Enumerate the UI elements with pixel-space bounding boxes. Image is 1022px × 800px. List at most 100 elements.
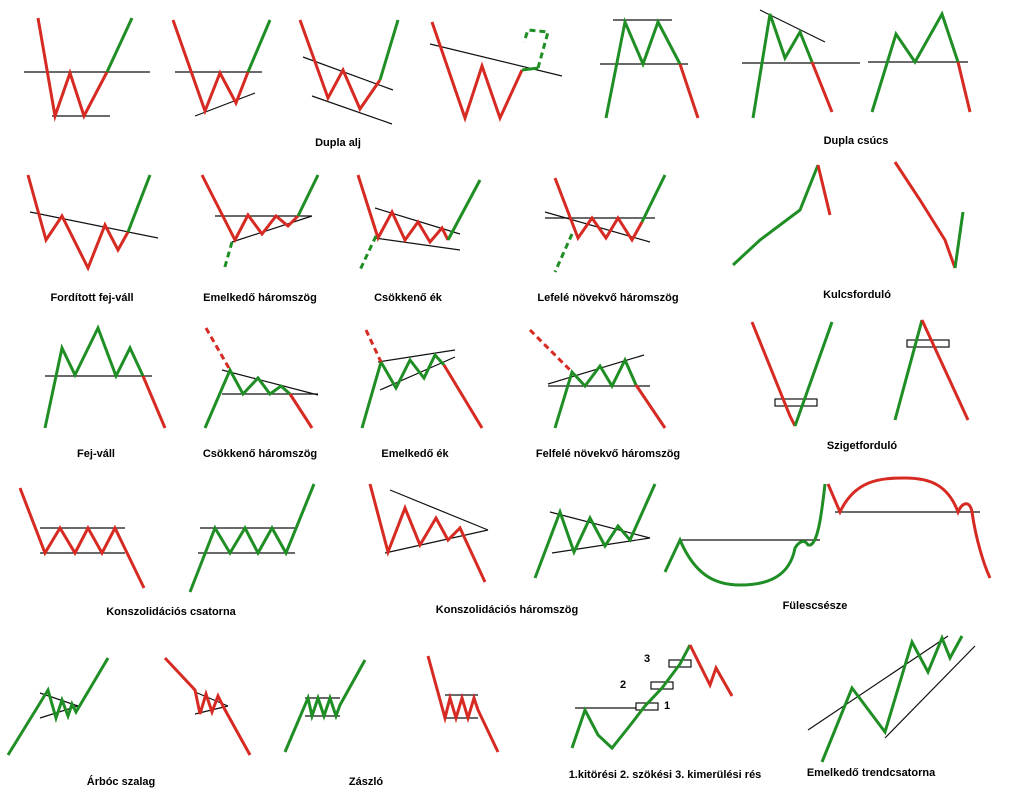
price-line: [430, 21, 524, 123]
price-line: [442, 364, 484, 429]
island-gap-box: [906, 339, 950, 348]
price-line: [953, 211, 965, 269]
dashed-line: [528, 328, 574, 374]
price-line: [521, 66, 539, 72]
pattern-felfele-novekvo-haromszog: [528, 328, 667, 429]
price-line: [18, 487, 146, 589]
dashed-line: [204, 327, 232, 371]
label-csokkeno-haromszog: Csökkenő háromszög: [202, 448, 318, 460]
price-line: [6, 657, 110, 756]
wedge-upper: [377, 349, 456, 363]
price-line: [893, 161, 957, 269]
pattern-konszolidacios-csatorna-1: [18, 487, 146, 589]
price-line: [200, 174, 300, 244]
price-line: [426, 655, 500, 753]
gap-number-2: 2: [620, 679, 627, 691]
dashed-line: [364, 329, 383, 363]
pattern-szigetfordulo-2: [893, 319, 970, 421]
label-fej-vall: Fej-váll: [77, 448, 115, 460]
label-resek: 1.kitörési 2. szökési 3. kimerülési rés: [568, 769, 762, 781]
pattern-emelkedo-ek: [360, 329, 484, 429]
label-emelkedo-trendcsatorna: Emelkedő trendcsatorna: [806, 767, 936, 779]
pattern-dupla-alj-2: [171, 19, 272, 117]
dashed-line: [553, 233, 574, 273]
price-line: [163, 656, 252, 756]
pattern-emelkedo-haromszog: [200, 174, 320, 271]
price-line: [893, 319, 924, 421]
label-csokkeno-ek: Csökkenő ék: [374, 292, 442, 304]
price-line: [533, 483, 657, 579]
support-line: [231, 215, 313, 243]
label-dupla-csucs: Dupla csúcs: [823, 135, 889, 147]
island-gap-box: [774, 398, 818, 407]
price-line: [188, 483, 316, 593]
price-line: [446, 179, 482, 241]
price-line: [793, 321, 834, 427]
price-line: [920, 319, 970, 421]
price-line: [288, 393, 314, 429]
pattern-dupla-alj-1: [24, 17, 150, 122]
triangle-lower: [384, 529, 489, 554]
price-line: [731, 164, 820, 267]
pattern-lefele-novekvo-haromszog: [544, 174, 667, 273]
label-forditott-fej-vall: Fordított fej-váll: [50, 292, 134, 304]
pattern-dupla-alj-3: [298, 19, 400, 125]
wedge-lower: [379, 356, 456, 391]
price-line: [298, 19, 382, 113]
price-line: [570, 644, 692, 751]
price-line: [688, 644, 734, 697]
price-line: [604, 16, 682, 119]
price-line: [640, 174, 667, 223]
pattern-fulescsesze-2: [826, 476, 992, 579]
channel-lower: [884, 645, 976, 739]
price-line: [810, 61, 834, 113]
price-curve: [826, 476, 992, 579]
dashed-line: [222, 241, 234, 271]
price-line: [356, 174, 450, 245]
price-line: [171, 19, 250, 116]
price-line: [378, 19, 400, 81]
neckline: [429, 43, 563, 77]
price-line: [360, 352, 446, 429]
pattern-emelkedo-trendcsatorna: [807, 634, 976, 763]
label-konszolidacios-haromszog: Konszolidációs háromszög: [435, 604, 579, 616]
pattern-kulcsfordulo-1: [731, 164, 832, 267]
price-line: [816, 164, 832, 216]
pattern-dupla-csucs-3: [868, 10, 972, 113]
label-emelkedo-haromszog: Emelkedő háromszög: [203, 292, 317, 304]
price-line: [368, 483, 487, 583]
pattern-szigetfordulo-1: [750, 321, 834, 427]
pattern-zaszlo-bear: [426, 655, 500, 753]
pattern-resek: [570, 644, 734, 751]
label-dupla-alj: Dupla alj: [315, 137, 361, 149]
price-line: [553, 356, 638, 429]
label-zaszlo: Zászló: [348, 776, 384, 788]
pattern-konszolidacios-haromszog-1: [368, 483, 489, 583]
pattern-csokkeno-haromszog: [203, 327, 319, 429]
label-konszolidacios-csatorna: Konszolidációs csatorna: [106, 606, 236, 618]
price-line: [26, 174, 130, 272]
channel-lower: [311, 95, 393, 125]
gap-number-1: 1: [664, 700, 671, 712]
pattern-konszolidacios-haromszog-2: [533, 483, 657, 579]
price-line: [105, 17, 134, 73]
price-line: [553, 177, 644, 243]
wedge-lower: [374, 237, 461, 251]
label-felfele-novekvo-haromszog: Felfelé növekvő háromszög: [535, 448, 681, 460]
price-line: [634, 384, 667, 429]
label-szigetfordulo: Szigetforduló: [826, 440, 898, 452]
label-lefele-novekvo-haromszog: Lefelé növekvő háromszög: [537, 292, 679, 304]
price-line: [870, 10, 960, 113]
triangle-lower: [551, 537, 651, 554]
resistance-line: [221, 369, 319, 396]
pattern-csokkeno-ek: [356, 174, 482, 271]
gap-number-3: 3: [644, 653, 651, 665]
price-line: [126, 174, 152, 233]
price-line: [36, 17, 109, 122]
price-line: [246, 19, 272, 73]
price-line: [296, 174, 320, 217]
pattern-forditott-fej-vall: [26, 174, 159, 272]
dashed-line: [522, 28, 550, 69]
label-kulcsfordulo: Kulcsforduló: [823, 289, 891, 301]
